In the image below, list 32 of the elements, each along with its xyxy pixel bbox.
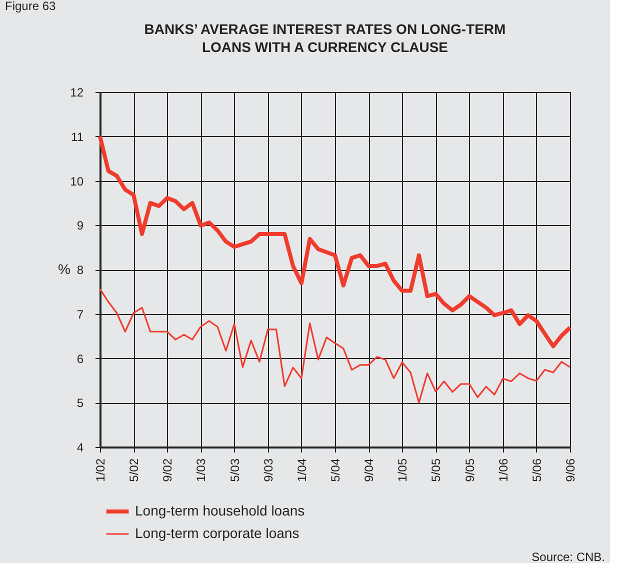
y-tick-label: 11 [71,130,84,144]
chart-title: BANKS’ AVERAGE INTEREST RATES ON LONG-TERM LOANS WITH A CURRENCY CLAUSE [144,21,506,55]
y-tick-label: 12 [70,86,84,100]
y-tick-label: 8 [76,263,84,277]
y-tick-label: 7 [76,307,84,322]
x-tick-label: 5/06 [530,458,544,482]
legend-label: Long-term corporate loans [135,525,300,541]
x-tick-label: 9/06 [564,458,578,482]
x-tick-label: 1/03 [194,458,208,482]
y-tick-label: 5 [76,396,84,410]
y-axis-title: % [58,261,70,277]
caption: Figure 63 [5,0,56,13]
line-series [99,288,571,404]
y-tick-label: 9 [76,218,84,233]
y-tick-label: 4 [76,440,84,454]
x-tick-label: 9/02 [160,458,175,482]
legend-label: Long-term household loans [135,502,305,518]
x-tick-label: 9/03 [261,458,276,482]
line-series [98,134,572,348]
x-tick-label: 5/04 [328,458,342,482]
source-note: Source: CNB. [532,550,605,564]
x-tick-label: 1/02 [94,458,108,482]
x-tick-label: 5/05 [429,458,444,482]
x-tick-label: 1/05 [396,458,410,482]
x-tick-label: 5/03 [228,458,242,482]
x-tick-label: 9/04 [362,458,376,482]
y-tick-label: 10 [70,174,84,188]
x-tick-label: 9/05 [462,458,477,482]
x-tick-label: 1/04 [294,458,309,482]
x-tick-label: 5/02 [127,458,142,482]
x-tick-label: 1/06 [496,458,510,482]
y-tick-label: 6 [76,352,84,366]
